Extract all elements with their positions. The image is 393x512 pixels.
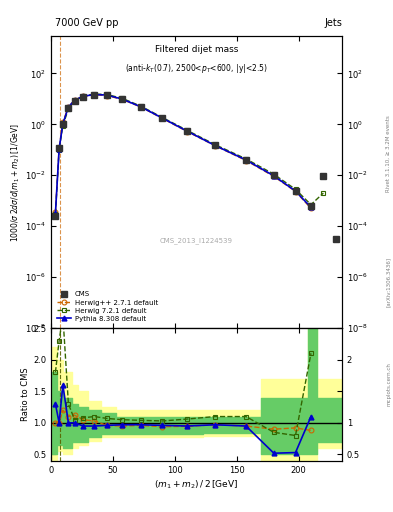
Text: mcplots.cern.ch: mcplots.cern.ch — [386, 362, 391, 406]
Herwig 7.2.1 default — [244, 156, 248, 162]
Herwig++ 2.7.1 default — [81, 93, 86, 99]
Herwig++ 2.7.1 default — [160, 115, 165, 121]
CMS — [120, 96, 125, 102]
Pythia 8.308 default — [92, 92, 97, 98]
CMS — [81, 94, 86, 100]
CMS — [53, 213, 58, 219]
Pythia 8.308 default — [53, 210, 58, 217]
Y-axis label: $1000/\sigma\,2d\sigma/d(m_1+m_2)\,[1/\mathrm{GeV}]$: $1000/\sigma\,2d\sigma/d(m_1+m_2)\,[1/\m… — [10, 122, 22, 242]
CMS — [105, 92, 109, 98]
CMS — [244, 157, 248, 163]
Pythia 8.308 default — [57, 146, 61, 152]
CMS — [309, 203, 313, 209]
Pythia 8.308 default — [272, 173, 276, 179]
Herwig 7.2.1 default — [120, 95, 125, 101]
Herwig++ 2.7.1 default — [72, 97, 77, 103]
Pythia 8.308 default — [120, 96, 125, 102]
Pythia 8.308 default — [138, 104, 143, 110]
Herwig 7.2.1 default — [92, 91, 97, 97]
Pythia 8.308 default — [81, 93, 86, 99]
Herwig++ 2.7.1 default — [66, 103, 71, 110]
CMS — [61, 121, 65, 127]
Herwig++ 2.7.1 default — [53, 209, 58, 216]
Text: Rivet 3.1.10, ≥ 3.2M events: Rivet 3.1.10, ≥ 3.2M events — [386, 115, 391, 192]
Herwig 7.2.1 default — [72, 98, 77, 104]
Pythia 8.308 default — [185, 128, 189, 134]
Pythia 8.308 default — [293, 188, 298, 194]
Herwig 7.2.1 default — [53, 211, 58, 217]
CMS — [57, 145, 61, 151]
Text: [arXiv:1306.3436]: [arXiv:1306.3436] — [386, 257, 391, 307]
Pythia 8.308 default — [72, 97, 77, 103]
Legend: CMS, Herwig++ 2.7.1 default, Herwig 7.2.1 default, Pythia 8.308 default: CMS, Herwig++ 2.7.1 default, Herwig 7.2.… — [55, 289, 161, 325]
CMS — [92, 92, 97, 98]
Text: CMS_2013_I1224539: CMS_2013_I1224539 — [160, 237, 233, 244]
Herwig 7.2.1 default — [66, 106, 71, 112]
Herwig 7.2.1 default — [293, 186, 298, 193]
Pythia 8.308 default — [66, 104, 71, 110]
Herwig 7.2.1 default — [213, 141, 217, 147]
Herwig 7.2.1 default — [185, 127, 189, 134]
CMS — [213, 142, 217, 148]
Herwig 7.2.1 default — [81, 93, 86, 99]
Herwig 7.2.1 default — [309, 202, 313, 208]
CMS — [66, 104, 71, 111]
Herwig 7.2.1 default — [321, 190, 326, 196]
CMS — [333, 237, 338, 243]
Pythia 8.308 default — [61, 121, 65, 127]
Herwig++ 2.7.1 default — [213, 143, 217, 149]
X-axis label: $(m_1 + m_2)\,/\,2\,[\mathrm{GeV}]$: $(m_1 + m_2)\,/\,2\,[\mathrm{GeV}]$ — [154, 479, 239, 492]
Herwig++ 2.7.1 default — [272, 174, 276, 180]
Herwig++ 2.7.1 default — [57, 145, 61, 151]
Line: CMS: CMS — [53, 92, 338, 242]
Text: Jets: Jets — [324, 18, 342, 28]
Herwig++ 2.7.1 default — [293, 188, 298, 195]
Herwig++ 2.7.1 default — [185, 129, 189, 135]
CMS — [293, 187, 298, 194]
Pythia 8.308 default — [309, 204, 313, 210]
Herwig++ 2.7.1 default — [120, 96, 125, 102]
Herwig++ 2.7.1 default — [105, 93, 109, 99]
CMS — [185, 128, 189, 134]
Herwig 7.2.1 default — [57, 147, 61, 153]
Y-axis label: Ratio to CMS: Ratio to CMS — [21, 368, 30, 421]
Herwig 7.2.1 default — [272, 171, 276, 177]
Text: Filtered dijet mass: Filtered dijet mass — [155, 45, 238, 54]
Line: Herwig 7.2.1 default: Herwig 7.2.1 default — [53, 92, 326, 217]
CMS — [138, 103, 143, 110]
Pythia 8.308 default — [213, 142, 217, 148]
Herwig 7.2.1 default — [160, 115, 165, 121]
Herwig++ 2.7.1 default — [61, 119, 65, 125]
CMS — [72, 98, 77, 104]
Herwig 7.2.1 default — [61, 122, 65, 129]
Herwig 7.2.1 default — [138, 103, 143, 109]
Herwig 7.2.1 default — [105, 91, 109, 97]
Pythia 8.308 default — [105, 92, 109, 98]
Text: 7000 GeV pp: 7000 GeV pp — [55, 18, 119, 28]
Text: (anti-$k_T$(0.7), 2500<$p_T$<600, |y|<2.5): (anti-$k_T$(0.7), 2500<$p_T$<600, |y|<2.… — [125, 62, 268, 75]
Herwig++ 2.7.1 default — [92, 92, 97, 98]
Line: Pythia 8.308 default: Pythia 8.308 default — [53, 92, 313, 216]
Herwig++ 2.7.1 default — [244, 157, 248, 163]
Line: Herwig++ 2.7.1 default: Herwig++ 2.7.1 default — [53, 92, 313, 215]
Pythia 8.308 default — [244, 157, 248, 163]
CMS — [160, 115, 165, 121]
Pythia 8.308 default — [160, 115, 165, 121]
CMS — [272, 172, 276, 178]
Herwig++ 2.7.1 default — [309, 205, 313, 211]
CMS — [321, 174, 326, 180]
Herwig++ 2.7.1 default — [138, 104, 143, 110]
